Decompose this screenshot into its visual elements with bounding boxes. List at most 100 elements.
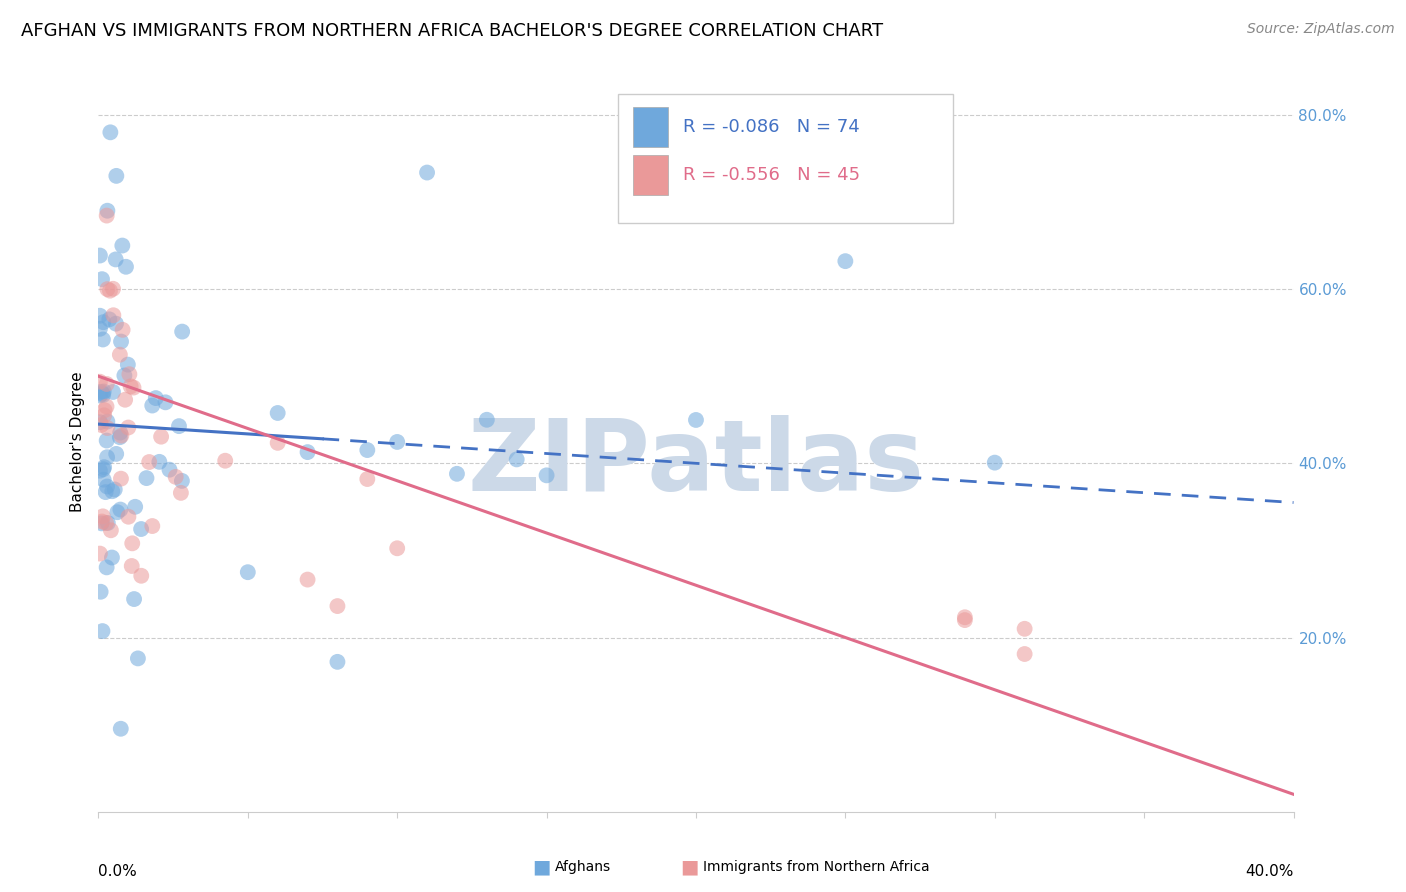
Point bbox=[89, 309, 111, 323]
FancyBboxPatch shape bbox=[633, 106, 668, 147]
Point bbox=[120, 379, 142, 393]
Point bbox=[104, 317, 127, 331]
Point bbox=[93, 384, 115, 399]
Point bbox=[90, 417, 112, 432]
Point bbox=[96, 282, 118, 296]
Point bbox=[101, 282, 124, 296]
Point bbox=[124, 500, 146, 514]
Text: R = -0.556   N = 45: R = -0.556 N = 45 bbox=[683, 166, 860, 184]
Point bbox=[236, 565, 259, 579]
Point bbox=[536, 468, 558, 483]
Point bbox=[214, 454, 236, 468]
Point bbox=[122, 381, 145, 395]
Point bbox=[138, 455, 160, 469]
Point bbox=[159, 463, 181, 477]
Point bbox=[984, 456, 1007, 470]
Point bbox=[91, 624, 114, 638]
Point bbox=[105, 447, 128, 461]
Point bbox=[91, 386, 114, 401]
Point bbox=[117, 420, 139, 434]
Point bbox=[1014, 622, 1036, 636]
Point bbox=[267, 406, 290, 420]
Point bbox=[90, 384, 112, 399]
Point bbox=[111, 323, 134, 337]
Point bbox=[103, 308, 125, 322]
Point bbox=[97, 516, 120, 530]
Point bbox=[110, 502, 132, 516]
Point bbox=[104, 252, 127, 267]
Point bbox=[297, 573, 319, 587]
Y-axis label: Bachelor's Degree: Bachelor's Degree bbox=[70, 371, 86, 512]
Point bbox=[100, 523, 122, 537]
Point bbox=[145, 391, 167, 405]
Point bbox=[121, 536, 143, 550]
Point bbox=[127, 651, 149, 665]
Point bbox=[101, 484, 124, 499]
Point bbox=[91, 388, 114, 402]
Text: Immigrants from Northern Africa: Immigrants from Northern Africa bbox=[703, 860, 929, 874]
Point bbox=[96, 203, 118, 218]
Text: ■: ■ bbox=[679, 857, 699, 877]
Point bbox=[89, 415, 111, 429]
Point bbox=[115, 260, 138, 274]
Point bbox=[150, 430, 173, 444]
Point bbox=[110, 722, 132, 736]
Point bbox=[110, 428, 132, 442]
Point bbox=[93, 409, 115, 423]
Point bbox=[165, 470, 187, 484]
Point bbox=[91, 462, 114, 476]
Point bbox=[356, 443, 378, 458]
Point bbox=[89, 375, 111, 389]
Point bbox=[135, 471, 157, 485]
Point bbox=[834, 254, 856, 268]
Point bbox=[89, 322, 111, 336]
Text: AFGHAN VS IMMIGRANTS FROM NORTHERN AFRICA BACHELOR'S DEGREE CORRELATION CHART: AFGHAN VS IMMIGRANTS FROM NORTHERN AFRIC… bbox=[21, 22, 883, 40]
Point bbox=[96, 400, 118, 414]
Point bbox=[297, 445, 319, 459]
Point bbox=[446, 467, 468, 481]
Point bbox=[96, 376, 118, 391]
Point bbox=[96, 415, 118, 429]
Point bbox=[105, 169, 128, 183]
Point bbox=[122, 592, 145, 607]
FancyBboxPatch shape bbox=[633, 154, 668, 195]
Point bbox=[326, 599, 349, 613]
Point bbox=[94, 485, 117, 500]
Point bbox=[96, 434, 118, 448]
Point bbox=[111, 238, 134, 252]
Point bbox=[129, 568, 152, 582]
Point bbox=[267, 435, 290, 450]
Point bbox=[91, 272, 114, 286]
Point bbox=[89, 248, 111, 262]
Point bbox=[93, 403, 115, 417]
Point bbox=[326, 655, 349, 669]
Point bbox=[91, 509, 114, 524]
Point bbox=[170, 486, 193, 500]
Point bbox=[96, 560, 118, 574]
Point bbox=[108, 430, 131, 444]
Point bbox=[90, 584, 112, 599]
Point bbox=[148, 455, 170, 469]
Text: ZIPatlas: ZIPatlas bbox=[468, 416, 924, 512]
Point bbox=[1014, 647, 1036, 661]
Point bbox=[93, 460, 115, 475]
Point bbox=[110, 472, 132, 486]
Point bbox=[96, 209, 118, 223]
Point bbox=[93, 473, 115, 487]
Point bbox=[155, 395, 177, 409]
Text: 40.0%: 40.0% bbox=[1246, 863, 1294, 879]
Point bbox=[385, 541, 409, 556]
Text: ■: ■ bbox=[531, 857, 551, 877]
Point bbox=[104, 483, 127, 497]
Point bbox=[685, 413, 707, 427]
Point bbox=[112, 368, 135, 383]
Point bbox=[96, 479, 118, 493]
Text: Afghans: Afghans bbox=[555, 860, 612, 874]
Point bbox=[416, 165, 439, 179]
Point bbox=[172, 325, 194, 339]
Point bbox=[98, 312, 121, 326]
Point bbox=[91, 315, 114, 329]
Point bbox=[90, 516, 112, 531]
Text: 0.0%: 0.0% bbox=[98, 863, 138, 879]
Point bbox=[91, 515, 114, 529]
